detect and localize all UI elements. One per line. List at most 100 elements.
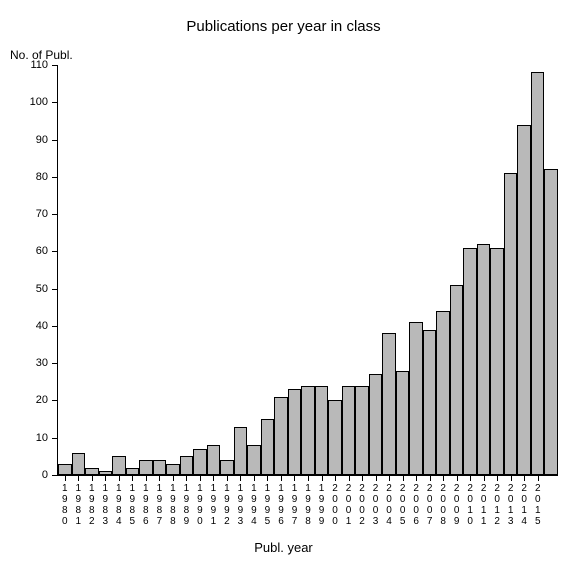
x-tick	[457, 475, 458, 481]
bar	[369, 374, 383, 475]
bar	[504, 173, 518, 475]
x-tick	[132, 475, 133, 481]
x-tick-label: 2 0 1 5	[535, 483, 541, 527]
y-tick	[52, 475, 58, 476]
bar	[72, 453, 86, 475]
y-tick-label: 50	[36, 283, 48, 295]
x-tick-label: 2 0 0 0	[332, 483, 338, 527]
x-tick-label: 1 9 8 7	[157, 483, 163, 527]
bar	[261, 419, 275, 475]
x-tick-label: 1 9 9 2	[224, 483, 230, 527]
y-tick	[52, 65, 58, 66]
x-tick	[119, 475, 120, 481]
x-tick	[524, 475, 525, 481]
x-tick-label: 2 0 0 5	[400, 483, 406, 527]
bar	[436, 311, 450, 475]
x-tick	[443, 475, 444, 481]
x-tick-label: 1 9 8 2	[89, 483, 95, 527]
bar	[153, 460, 167, 475]
x-tick	[511, 475, 512, 481]
y-tick-label: 40	[36, 320, 48, 332]
y-tick-label: 20	[36, 394, 48, 406]
bar	[301, 386, 315, 475]
x-tick	[267, 475, 268, 481]
x-tick-label: 1 9 8 4	[116, 483, 122, 527]
y-tick	[52, 289, 58, 290]
y-tick-label: 30	[36, 357, 48, 369]
x-tick	[538, 475, 539, 481]
x-tick-label: 1 9 9 6	[278, 483, 284, 527]
x-tick	[173, 475, 174, 481]
x-tick	[403, 475, 404, 481]
x-tick-label: 1 9 9 8	[305, 483, 311, 527]
publications-chart: Publications per year in class No. of Pu…	[0, 0, 567, 567]
x-axis-label: Publ. year	[0, 540, 567, 555]
y-tick-label: 0	[42, 469, 48, 481]
bar	[126, 468, 140, 475]
x-tick-label: 1 9 9 0	[197, 483, 203, 527]
bar	[85, 468, 99, 475]
x-tick	[335, 475, 336, 481]
bar	[463, 248, 477, 475]
x-tick	[186, 475, 187, 481]
x-tick	[362, 475, 363, 481]
x-tick-label: 1 9 8 6	[143, 483, 149, 527]
x-tick-label: 1 9 8 1	[75, 483, 81, 527]
x-tick-label: 1 9 8 3	[103, 483, 109, 527]
y-tick	[52, 251, 58, 252]
bar	[423, 330, 437, 475]
x-tick-label: 1 9 8 0	[62, 483, 68, 527]
y-tick-label: 60	[36, 245, 48, 257]
bar	[355, 386, 369, 475]
x-tick	[146, 475, 147, 481]
y-tick	[52, 363, 58, 364]
bar	[180, 456, 194, 475]
bar	[234, 427, 248, 475]
y-tick-label: 10	[36, 432, 48, 444]
bar	[58, 464, 72, 475]
x-tick	[376, 475, 377, 481]
x-tick	[105, 475, 106, 481]
x-tick	[200, 475, 201, 481]
y-tick	[52, 438, 58, 439]
x-tick-label: 2 0 1 0	[467, 483, 473, 527]
bar	[409, 322, 423, 475]
bar	[139, 460, 153, 475]
x-tick-label: 2 0 1 1	[481, 483, 487, 527]
bar	[193, 449, 207, 475]
x-tick-label: 1 9 9 7	[292, 483, 298, 527]
bar	[450, 285, 464, 475]
x-tick	[213, 475, 214, 481]
x-tick	[389, 475, 390, 481]
x-tick	[65, 475, 66, 481]
bar	[274, 397, 288, 475]
x-tick	[430, 475, 431, 481]
x-tick	[470, 475, 471, 481]
x-tick-label: 2 0 0 6	[413, 483, 419, 527]
bar	[382, 333, 396, 475]
bar	[315, 386, 329, 475]
y-tick-label: 70	[36, 208, 48, 220]
x-tick-label: 2 0 0 3	[373, 483, 379, 527]
y-tick	[52, 214, 58, 215]
plot-area: 01020304050607080901001101 9 8 01 9 8 11…	[57, 65, 558, 476]
x-tick-label: 1 9 9 9	[319, 483, 325, 527]
bar	[531, 72, 545, 475]
y-tick	[52, 400, 58, 401]
x-tick-label: 1 9 8 8	[170, 483, 176, 527]
bar	[477, 244, 491, 475]
y-tick-label: 100	[30, 96, 48, 108]
x-tick	[308, 475, 309, 481]
x-tick-label: 2 0 1 2	[494, 483, 500, 527]
x-tick-label: 2 0 1 3	[508, 483, 514, 527]
y-tick	[52, 140, 58, 141]
bar	[288, 389, 302, 475]
x-tick-label: 2 0 0 8	[440, 483, 446, 527]
x-tick-label: 1 9 9 3	[238, 483, 244, 527]
bar	[396, 371, 410, 475]
x-tick	[281, 475, 282, 481]
x-tick-label: 2 0 0 2	[359, 483, 365, 527]
bar	[517, 125, 531, 475]
x-tick-label: 2 0 0 7	[427, 483, 433, 527]
x-tick-label: 1 9 9 5	[265, 483, 271, 527]
